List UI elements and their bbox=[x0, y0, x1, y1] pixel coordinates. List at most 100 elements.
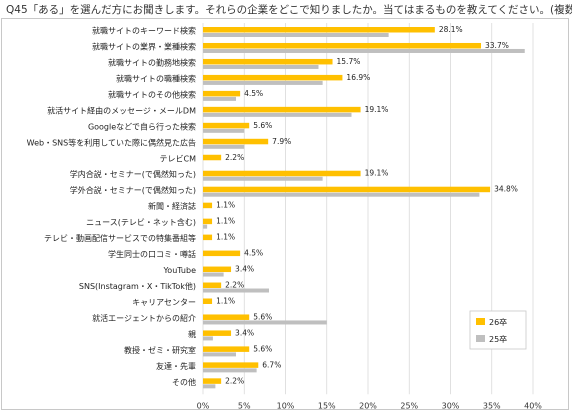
x-tick-label: 35% bbox=[483, 401, 501, 410]
data-label-26: 6.7% bbox=[262, 360, 281, 369]
bars: 28.1%33.7%15.7%16.9%4.5%19.1%5.6%7.9%2.2… bbox=[203, 25, 525, 389]
x-tick-label: 25% bbox=[400, 401, 418, 410]
x-tick-label: 10% bbox=[277, 401, 295, 410]
bar-26 bbox=[203, 154, 222, 161]
category-label: 学外合説・セミナー(で偶然知った) bbox=[70, 185, 196, 195]
bar-26 bbox=[203, 186, 491, 193]
category-label: YouTube bbox=[162, 266, 196, 275]
category-label: 新聞・経済誌 bbox=[148, 201, 196, 211]
bar-25 bbox=[203, 272, 224, 277]
bar-25 bbox=[203, 384, 216, 389]
bar-25 bbox=[203, 176, 323, 181]
category-label: 友達・先輩 bbox=[156, 361, 196, 371]
bar-26 bbox=[203, 106, 361, 113]
bar-25 bbox=[203, 144, 245, 149]
bar-26 bbox=[203, 74, 343, 81]
data-label-26: 1.1% bbox=[216, 296, 235, 305]
data-label-26: 5.6% bbox=[253, 121, 272, 130]
category-label: 就職サイトのキーワード検索 bbox=[92, 26, 196, 36]
data-label-26: 15.7% bbox=[337, 57, 361, 66]
bar-25 bbox=[203, 112, 352, 117]
bar-26 bbox=[203, 138, 269, 145]
bar-25 bbox=[203, 320, 327, 325]
bar-26 bbox=[203, 202, 213, 209]
data-label-26: 2.2% bbox=[225, 281, 244, 290]
bar-26 bbox=[203, 58, 333, 65]
data-label-26: 5.6% bbox=[253, 312, 272, 321]
data-label-26: 1.1% bbox=[216, 201, 235, 210]
bar-25 bbox=[203, 288, 269, 293]
bar-26 bbox=[203, 42, 482, 49]
x-tick-label: 0% bbox=[197, 401, 210, 410]
bar-25 bbox=[203, 192, 480, 197]
legend-swatch-25 bbox=[476, 335, 485, 342]
bar-25 bbox=[203, 128, 245, 133]
data-label-26: 7.9% bbox=[272, 137, 291, 146]
bar-25 bbox=[203, 336, 213, 341]
legend-label-26: 26卒 bbox=[489, 317, 507, 327]
category-label: 就職サイトの職種検索 bbox=[116, 73, 196, 83]
x-tick-label: 20% bbox=[359, 401, 377, 410]
category-label: 就活サイト経由のメッセージ・メールDM bbox=[47, 105, 196, 115]
x-tick-label: 15% bbox=[318, 401, 336, 410]
bar-26 bbox=[203, 314, 250, 320]
category-label: キャリアセンター bbox=[132, 298, 196, 307]
category-label: テレビCM bbox=[160, 154, 197, 163]
bar-26 bbox=[203, 378, 222, 384]
data-label-26: 34.8% bbox=[494, 185, 518, 194]
bar-25 bbox=[203, 64, 319, 69]
legend: 26卒 25卒 bbox=[469, 310, 527, 350]
bar-25 bbox=[203, 224, 208, 229]
data-label-26: 4.5% bbox=[244, 249, 263, 258]
bar-25 bbox=[203, 352, 236, 357]
category-label: Googleなどで自ら行った検索 bbox=[88, 121, 196, 131]
bar-26 bbox=[203, 362, 259, 368]
data-label-26: 1.1% bbox=[216, 233, 235, 242]
bar-26 bbox=[203, 298, 213, 304]
category-label: 学生同士の口コミ・噂話 bbox=[108, 249, 196, 259]
category-label: テレビ・動画配信サービスでの特集番組等 bbox=[44, 233, 196, 243]
category-label: 教授・ゼミ・研究室 bbox=[124, 345, 196, 355]
bar-26 bbox=[203, 266, 232, 273]
bar-26 bbox=[203, 234, 213, 241]
category-label: Web・SNS等を利用していた際に偶然見た広告 bbox=[27, 137, 196, 147]
bar-26 bbox=[203, 282, 222, 289]
data-label-26: 19.1% bbox=[365, 105, 389, 114]
bar-26 bbox=[203, 218, 213, 225]
x-tick-labels: 0% 5% 10% 15% 20% 25% 30% 35% 40% bbox=[197, 401, 543, 410]
x-tick-label: 5% bbox=[238, 401, 251, 410]
category-label: その他 bbox=[172, 377, 196, 387]
bar-25 bbox=[203, 368, 257, 373]
chart-frame bbox=[1, 18, 569, 410]
bar-25 bbox=[203, 33, 389, 37]
legend-label-25: 25卒 bbox=[489, 334, 507, 344]
bar-25 bbox=[203, 48, 525, 53]
x-tick-label: 40% bbox=[524, 401, 542, 410]
data-label-26: 4.5% bbox=[244, 89, 263, 98]
question-title: Q45「ある」を選んだ方にお聞きします。それらの企業をどこで知りましたか。当ては… bbox=[6, 4, 572, 16]
category-label: SNS(Instagram・X・TikTok他) bbox=[79, 281, 196, 291]
x-tick-label: 30% bbox=[442, 401, 460, 410]
bar-26 bbox=[203, 122, 250, 129]
bar-26 bbox=[203, 250, 241, 257]
category-labels: 就職サイトのキーワード検索就職サイトの業界・業種検索就職サイトの勤務地検索就職サ… bbox=[27, 26, 196, 387]
category-label: 親 bbox=[188, 329, 196, 339]
bar-26 bbox=[203, 346, 250, 352]
legend-swatch-26 bbox=[476, 318, 485, 325]
category-label: 就職サイトの業界・業種検索 bbox=[92, 41, 196, 51]
bar-26 bbox=[203, 27, 435, 33]
data-label-26: 16.9% bbox=[346, 73, 370, 82]
legend-box bbox=[469, 310, 527, 350]
data-label-26: 33.7% bbox=[485, 41, 509, 50]
data-label-26: 3.4% bbox=[235, 265, 254, 274]
bar-26 bbox=[203, 90, 241, 97]
category-label: 就職サイトのその他検索 bbox=[108, 89, 196, 99]
bar-25 bbox=[203, 80, 323, 85]
data-label-26: 2.2% bbox=[225, 153, 244, 162]
data-label-26: 1.1% bbox=[216, 217, 235, 226]
category-label: 学内合説・セミナー(で偶然知った) bbox=[70, 169, 196, 179]
data-label-26: 3.4% bbox=[235, 328, 254, 337]
data-label-26: 19.1% bbox=[365, 169, 389, 178]
